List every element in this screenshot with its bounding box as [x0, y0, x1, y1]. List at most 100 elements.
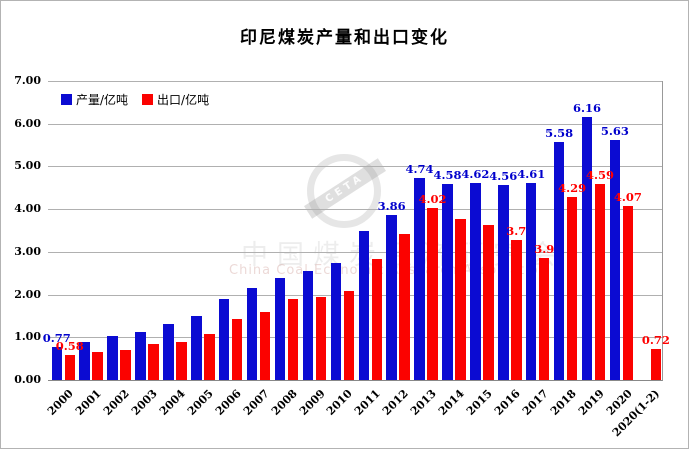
bar-value-label: 6.16 — [573, 100, 602, 115]
bar-production-2017 — [525, 183, 537, 380]
bar-export-2014 — [455, 218, 466, 380]
bar-production-2016 — [498, 185, 509, 380]
bar-export-2018 — [566, 196, 578, 380]
gridline — [48, 209, 662, 211]
x-tick-label: 2000 — [45, 387, 77, 418]
bar-export-2020 — [622, 206, 634, 380]
x-tick-label: 2007 — [240, 387, 272, 418]
bar-production-2014 — [442, 184, 453, 380]
bar-export-2011 — [371, 259, 382, 380]
legend-swatch-icon — [142, 94, 154, 105]
bar-export-2000 — [64, 355, 75, 380]
x-tick-label: 2015 — [463, 387, 495, 418]
x-tick-label: 2008 — [268, 387, 300, 418]
bar-production-2020 — [609, 139, 621, 380]
bar-production-2015 — [470, 182, 481, 380]
bar-export-2013 — [427, 208, 438, 380]
bar-value-label: 4.02 — [418, 192, 447, 207]
bar-export-2002 — [120, 350, 131, 380]
bar-value-label: 0.58 — [55, 339, 84, 354]
bar-export-2016 — [511, 240, 522, 380]
x-tick-label: 2011 — [352, 387, 384, 418]
bar-value-label: 5.58 — [545, 125, 574, 140]
bar-value-label: 4.62 — [461, 166, 490, 181]
bar-export-2008 — [287, 298, 299, 380]
chart-title: 印尼煤炭产量和出口变化 — [240, 28, 449, 48]
gridline — [48, 294, 662, 296]
bar-value-label: 5.63 — [600, 123, 629, 138]
bar-export-2004 — [176, 341, 187, 380]
bar-export-2010 — [343, 291, 355, 380]
bar-export-2017 — [538, 258, 550, 380]
bar-export-2006 — [231, 319, 243, 380]
bar-export-2019 — [594, 183, 606, 380]
y-tick-label: 2.00 — [14, 287, 41, 301]
x-tick-label: 2013 — [408, 387, 439, 418]
x-tick-label: 2017 — [519, 387, 551, 418]
x-tick-label: 2019 — [575, 387, 607, 418]
bar-export-2001 — [92, 352, 103, 380]
y-tick-label: 4.00 — [14, 202, 41, 216]
x-tick-label: 2003 — [129, 387, 160, 418]
gridline — [48, 337, 662, 339]
bar-export-2015 — [483, 225, 494, 380]
legend-item-export: 出口/亿吨 — [142, 91, 209, 108]
x-tick-label: 2006 — [212, 387, 244, 418]
gridline — [48, 123, 662, 125]
bar-production-2012 — [386, 215, 397, 380]
bar-production-2003 — [135, 331, 146, 380]
bar-production-2018 — [553, 141, 565, 380]
bar-production-2011 — [358, 230, 369, 380]
bar-production-2019 — [581, 116, 593, 380]
bar-value-label: 4.56 — [489, 169, 518, 184]
bar-export-2005 — [204, 333, 215, 380]
bar-export-2003 — [148, 344, 159, 380]
legend-label: 产量/亿吨 — [76, 93, 129, 107]
legend-swatch-icon — [61, 94, 72, 105]
bar-value-label: 4.07 — [613, 190, 642, 205]
bar-value-label: 4.59 — [586, 167, 615, 182]
gridline — [48, 166, 662, 168]
bar-production-2007 — [246, 287, 258, 380]
x-tick-label: 2004 — [156, 387, 188, 418]
bar-value-label: 4.61 — [517, 167, 546, 182]
x-tick-label: 2014 — [436, 387, 467, 418]
y-tick-label: 6.00 — [14, 116, 41, 130]
bar-production-2013 — [414, 177, 425, 380]
bar-production-2004 — [163, 324, 174, 380]
y-tick-label: 7.00 — [14, 74, 41, 87]
y-tick-label: 0.00 — [14, 373, 41, 386]
y-tick-label: 1.00 — [14, 330, 41, 344]
x-tick-label: 2009 — [296, 387, 328, 418]
y-tick-label: 3.00 — [14, 244, 41, 258]
bar-production-2010 — [330, 263, 342, 380]
legend: 产量/亿吨 出口/亿吨 — [61, 91, 209, 108]
bar-export-2009 — [315, 296, 327, 380]
bar-production-2008 — [274, 278, 286, 380]
x-tick-label: 2010 — [324, 387, 356, 418]
gridline — [48, 251, 662, 253]
plot-area: 0.77 3.86 4.74 4.58 4.62 4.56 4.61 5.58 6.16 5.63… — [43, 81, 670, 381]
bar-value-label: 0.77 — [42, 331, 71, 346]
x-tick-label: 2002 — [101, 387, 132, 418]
legend-item-production: 产量/亿吨 — [61, 91, 128, 108]
bar-value-label: 4.58 — [433, 168, 462, 183]
x-tick-label: 2016 — [491, 387, 523, 418]
x-tick-label: 2012 — [380, 387, 412, 418]
bar-export-2007 — [259, 311, 271, 380]
bar-production-2009 — [302, 271, 314, 380]
bar-value-label: 4.74 — [405, 161, 434, 176]
bar-value-label: 3.86 — [377, 199, 406, 214]
bar-export-2012 — [399, 233, 410, 380]
gridline — [48, 81, 662, 82]
bar-value-label: 3.7 — [506, 224, 527, 239]
bar-production-2005 — [191, 315, 202, 380]
x-tick-label: 2018 — [547, 387, 579, 418]
x-tick-label: 2005 — [184, 387, 216, 418]
legend-label: 出口/亿吨 — [157, 93, 210, 107]
bar-production-2000 — [51, 347, 62, 380]
bar-export-2020(1-2) — [650, 349, 662, 380]
bar-production-2001 — [79, 341, 90, 380]
x-tick-label: 2001 — [73, 387, 105, 418]
